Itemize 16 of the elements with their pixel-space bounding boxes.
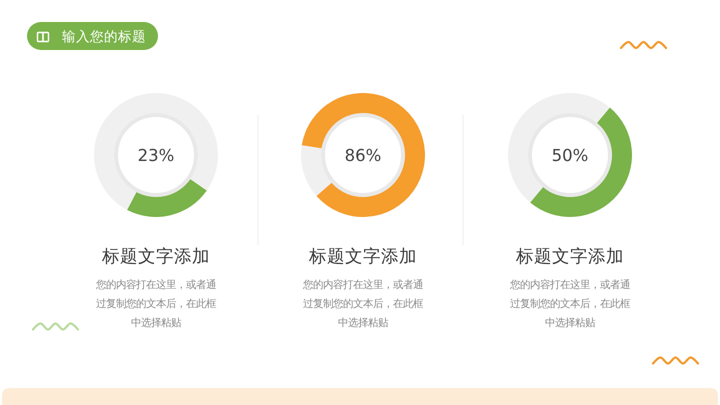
donut-slice (508, 93, 610, 202)
donut-slice (530, 108, 632, 217)
text: 标题文字添加 (308, 246, 417, 267)
text: 输入您的标题 (62, 29, 146, 45)
donut-slice (301, 145, 332, 196)
text: 标题文字添加 (515, 246, 624, 267)
text: 标题文字添加 (101, 246, 210, 267)
donut-slice (127, 179, 207, 217)
donut-slice (302, 93, 425, 217)
data-label: 86% (344, 146, 382, 165)
data-label: 50% (552, 146, 588, 165)
donut-slice (94, 93, 218, 210)
text: 您的内容打在这里，或者通过复制您的文本后，在此框中选择粘贴 (302, 279, 423, 329)
text: 您的内容打在这里，或者通过复制您的文本后，在此框中选择粘贴 (509, 279, 630, 329)
text: 您的内容打在这里，或者通过复制您的文本后，在此框中选择粘贴 (95, 279, 216, 329)
data-label: 23% (138, 146, 174, 165)
